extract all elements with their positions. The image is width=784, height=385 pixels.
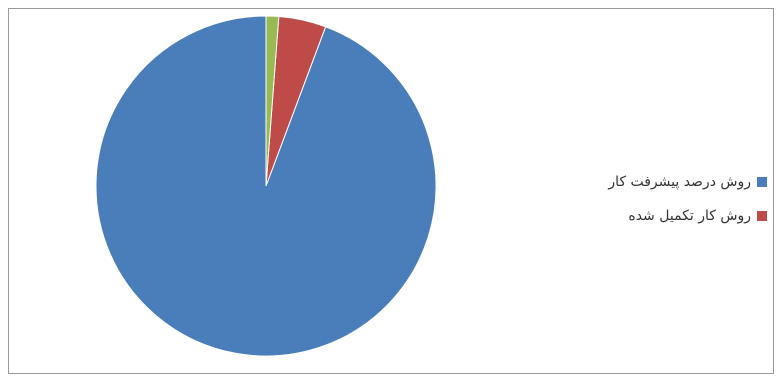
pie-chart [95,15,437,357]
chart-area: روش درصد پیشرفت کار روش کار تکمیل شده [8,8,774,374]
pie-slice-2 [265,15,280,187]
legend-swatch-blue [757,177,767,187]
legend-label: روش کار تکمیل شده [628,208,751,224]
legend-label: روش درصد پیشرفت کار [608,174,751,190]
legend-item-progress-method: روش درصد پیشرفت کار [537,169,767,195]
legend-swatch-red [757,211,767,221]
chart-legend: روش درصد پیشرفت کار روش کار تکمیل شده [537,169,767,237]
legend-item-completed-method: روش کار تکمیل شده [537,203,767,229]
